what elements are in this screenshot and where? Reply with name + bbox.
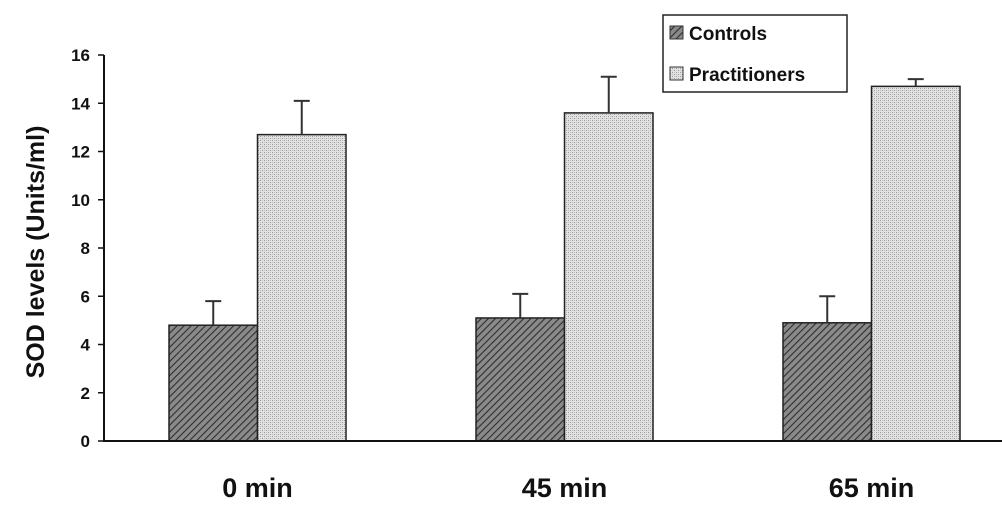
bar-practitioners-45-min <box>563 112 654 442</box>
y-tick-label: 12 <box>71 143 90 162</box>
y-tick-label: 0 <box>81 432 90 451</box>
bar-controls-0-min <box>168 324 259 442</box>
x-axis-category-labels: 0 min 45 min 65 min <box>222 473 914 503</box>
legend: Controls Practitioners <box>662 14 848 93</box>
legend-swatch-practitioners <box>669 66 684 81</box>
x-category-label: 65 min <box>829 473 915 503</box>
y-tick-label: 8 <box>81 239 90 258</box>
y-tick-label: 2 <box>81 384 90 403</box>
y-tick-label: 14 <box>71 94 90 113</box>
y-tick-label: 16 <box>71 46 90 65</box>
legend-label-controls: Controls <box>689 24 767 45</box>
bar-practitioners-0-min <box>256 133 347 442</box>
x-category-label: 45 min <box>522 473 608 503</box>
bars <box>168 75 961 442</box>
y-tick-label: 10 <box>71 191 90 210</box>
bar-practitioners-65-min <box>870 85 961 442</box>
y-tick-label: 6 <box>81 287 90 306</box>
y-axis-label: SOD levels (Units/ml) <box>22 126 50 379</box>
x-category-label: 0 min <box>222 473 293 503</box>
bar-controls-45-min <box>475 317 566 442</box>
y-tick-label: 4 <box>81 336 91 355</box>
bar-controls-65-min <box>782 322 873 442</box>
legend-swatch-controls <box>669 25 684 40</box>
y-axis-ticks: 0 2 4 6 8 10 12 14 16 <box>71 46 104 451</box>
legend-label-practitioners: Practitioners <box>689 65 805 86</box>
